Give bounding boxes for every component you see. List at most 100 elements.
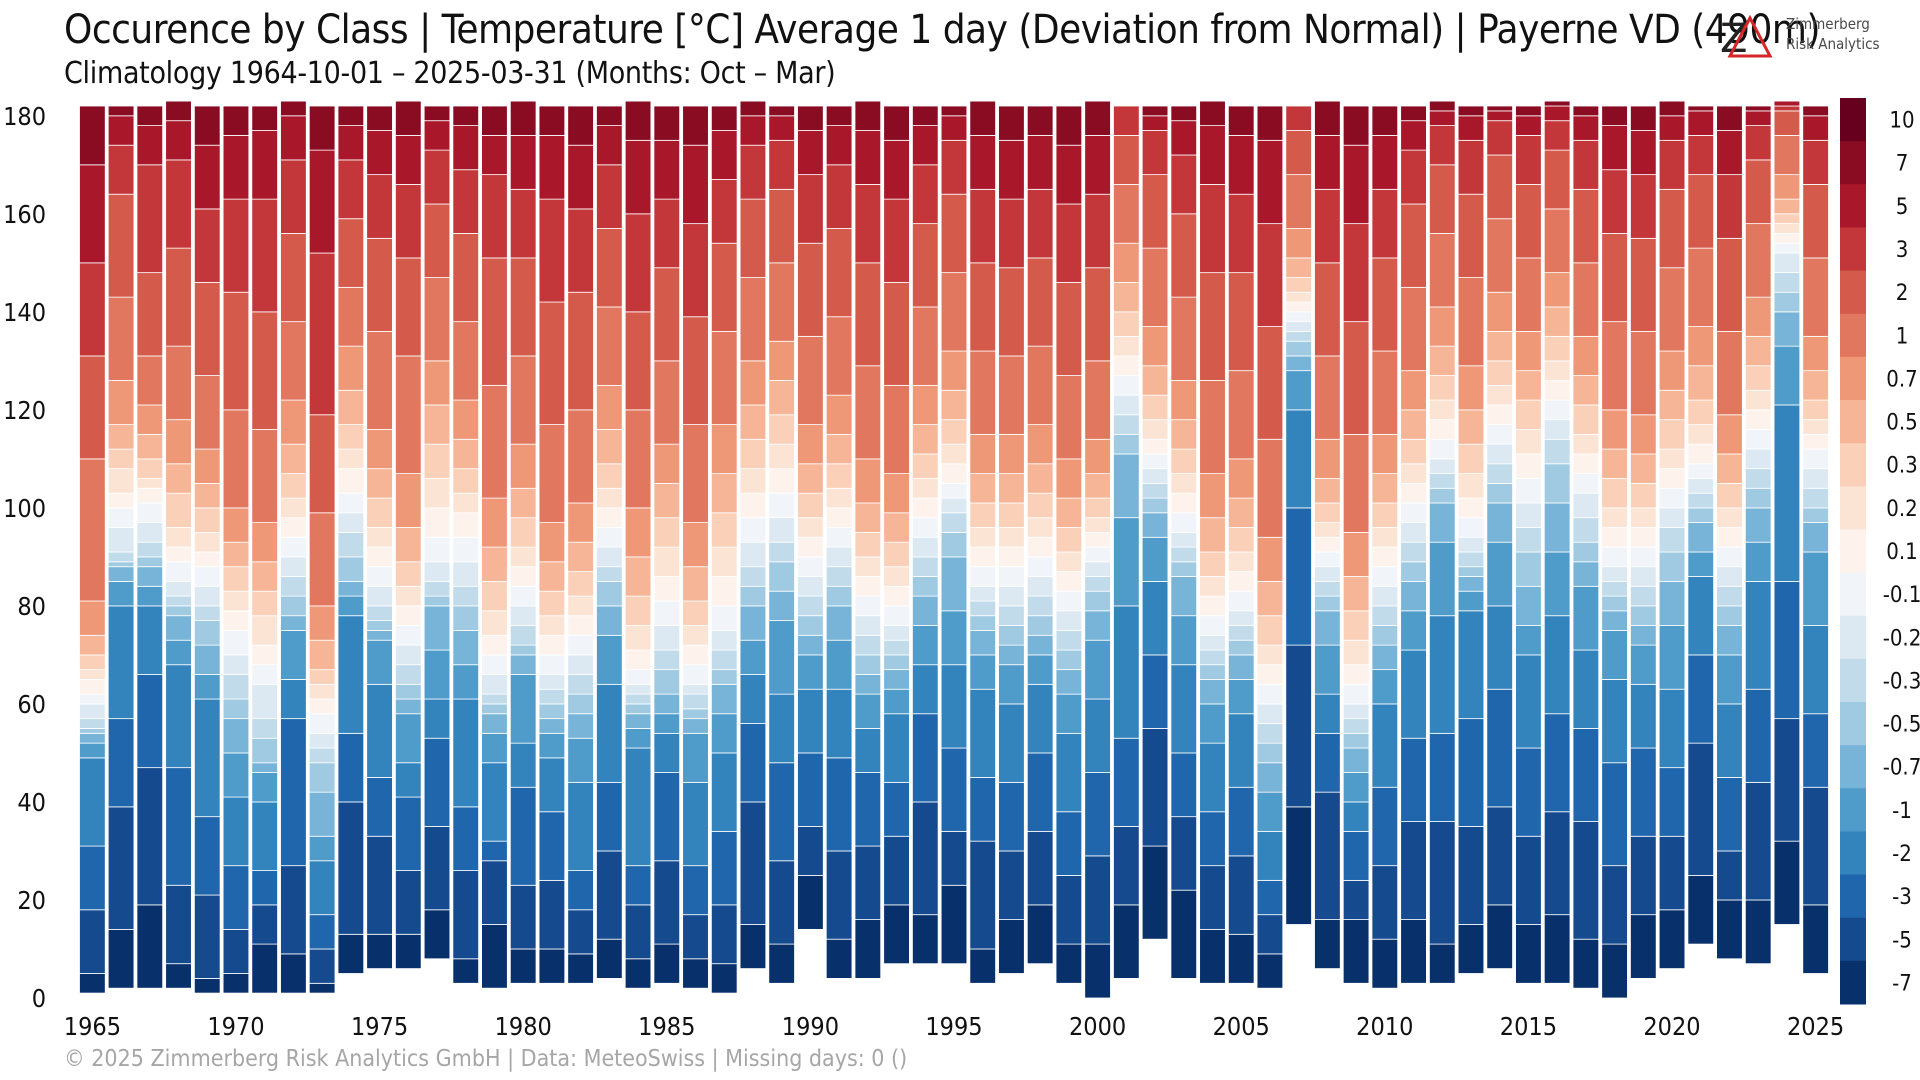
bar-segment bbox=[1802, 115, 1829, 141]
bar-segment bbox=[1055, 732, 1083, 813]
bar-segment bbox=[883, 384, 910, 474]
bar-segment bbox=[825, 546, 853, 568]
bar-segment bbox=[1141, 581, 1169, 656]
bar-segment bbox=[1371, 135, 1399, 190]
bar-segment bbox=[509, 355, 537, 445]
bar-segment bbox=[998, 703, 1025, 783]
bar-segment bbox=[1687, 399, 1715, 425]
bar-segment bbox=[1543, 360, 1571, 381]
bar-segment bbox=[1170, 105, 1198, 122]
bar-segment bbox=[280, 953, 307, 994]
colorbar-swatch bbox=[1840, 227, 1866, 272]
bar-segment bbox=[854, 262, 882, 367]
bar-segment bbox=[1630, 527, 1657, 548]
bar-segment bbox=[596, 384, 623, 430]
bar-segment bbox=[883, 654, 910, 671]
bar-segment bbox=[193, 585, 221, 607]
bar-segment bbox=[1170, 889, 1198, 979]
bar-segment bbox=[251, 429, 278, 523]
bar-segment bbox=[682, 600, 709, 626]
bar-segment bbox=[797, 174, 824, 244]
bar-segment bbox=[1543, 120, 1571, 151]
bar-segment bbox=[1055, 527, 1083, 553]
bar-segment bbox=[1429, 306, 1456, 347]
bar-segment bbox=[682, 566, 709, 602]
bar-segment bbox=[1285, 507, 1312, 646]
bar-segment bbox=[1802, 468, 1829, 489]
bar-segment bbox=[1601, 478, 1628, 509]
bar-segment bbox=[481, 497, 508, 548]
bar-segment bbox=[1055, 875, 1083, 945]
bar-segment bbox=[193, 208, 221, 283]
bar-segment bbox=[251, 683, 278, 720]
bar-segment bbox=[1113, 184, 1140, 244]
bar-segment bbox=[1687, 478, 1715, 494]
bar-segment bbox=[193, 605, 221, 622]
bar-segment bbox=[1371, 473, 1399, 504]
colorbar-label: -0.2 bbox=[1883, 626, 1920, 651]
bar-segment bbox=[1429, 458, 1456, 474]
bar-segment bbox=[1199, 703, 1226, 744]
bar-segment bbox=[797, 424, 824, 465]
bar-segment bbox=[940, 497, 968, 514]
bar-segment bbox=[883, 473, 910, 514]
bar-segment bbox=[1170, 561, 1198, 577]
bar-segment bbox=[768, 860, 795, 945]
bar-segment bbox=[624, 693, 652, 705]
bar-segment bbox=[308, 605, 336, 641]
bar-segment bbox=[251, 561, 278, 592]
bar-segment bbox=[912, 453, 939, 479]
bar-segment bbox=[452, 233, 480, 323]
bar-segment bbox=[193, 282, 221, 376]
bar-segment bbox=[136, 125, 164, 166]
bar-segment bbox=[739, 801, 767, 925]
y-tick-label: 180 bbox=[3, 102, 46, 131]
bar-segment bbox=[1744, 409, 1772, 430]
bar-segment bbox=[1141, 174, 1169, 249]
bar-segment bbox=[1342, 879, 1370, 920]
bar-segment bbox=[222, 630, 250, 656]
bar-segment bbox=[1687, 247, 1715, 327]
bar-segment bbox=[1716, 546, 1743, 568]
bar-segment bbox=[337, 801, 365, 935]
bar-segment bbox=[567, 105, 594, 146]
bar-segment bbox=[1199, 595, 1226, 617]
bar-segment bbox=[1256, 879, 1284, 916]
bar-segment bbox=[1543, 463, 1571, 504]
bar-segment bbox=[710, 630, 738, 651]
bar-segment bbox=[1802, 139, 1829, 185]
bar-segment bbox=[1744, 105, 1772, 112]
bar-segment bbox=[1658, 625, 1686, 690]
bar-segment bbox=[452, 512, 480, 538]
bar-segment bbox=[567, 909, 594, 955]
bar-segment bbox=[1285, 644, 1312, 808]
bar-segment bbox=[193, 894, 221, 979]
bar-segment bbox=[222, 541, 250, 568]
bar-segment bbox=[1429, 615, 1456, 734]
bar-segment bbox=[308, 747, 336, 764]
bar-segment bbox=[395, 698, 422, 715]
bar-segment bbox=[1285, 257, 1312, 278]
bar-segment bbox=[423, 649, 451, 700]
bar-segment bbox=[1744, 507, 1772, 543]
y-tick-label: 0 bbox=[32, 984, 46, 1013]
bar-segment bbox=[883, 625, 910, 641]
bar-segment bbox=[1314, 644, 1341, 695]
bar-segment bbox=[797, 242, 824, 337]
bar-segment bbox=[1457, 517, 1485, 538]
bar-segment bbox=[940, 512, 968, 533]
bar-segment bbox=[509, 625, 537, 646]
bar-segment bbox=[1199, 649, 1226, 666]
bar-segment bbox=[797, 634, 824, 656]
colorbar-swatch bbox=[1840, 443, 1866, 487]
bar-segment bbox=[481, 924, 508, 989]
bar-segment bbox=[653, 517, 681, 548]
bar-segment bbox=[1199, 811, 1226, 867]
colorbar-label: 0.5 bbox=[1886, 411, 1917, 436]
bar-segment bbox=[1141, 453, 1169, 470]
bar-segment bbox=[624, 625, 652, 651]
bar-segment bbox=[1716, 703, 1743, 778]
bar-segment bbox=[481, 257, 508, 386]
bar-segment bbox=[1400, 482, 1427, 504]
colorbar-label: -3 bbox=[1892, 885, 1912, 910]
